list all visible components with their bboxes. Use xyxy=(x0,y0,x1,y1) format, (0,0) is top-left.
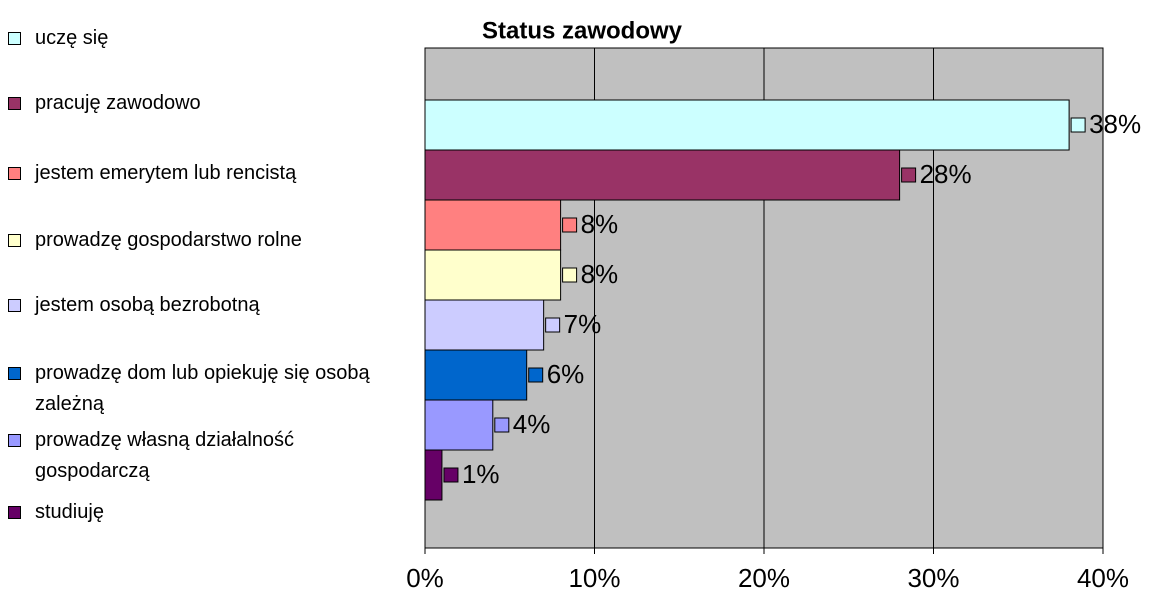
legend-item: prowadzę własną działalność gospodarczą xyxy=(8,425,378,487)
value-label: 6% xyxy=(547,359,585,389)
value-label-key xyxy=(494,417,510,433)
legend-item: jestem emerytem lub rencistą xyxy=(8,158,378,189)
value-label: 4% xyxy=(513,409,551,439)
value-label: 1% xyxy=(462,459,500,489)
bar xyxy=(424,199,562,251)
value-label-key xyxy=(901,167,917,183)
x-tick-label: 40% xyxy=(1077,563,1129,593)
value-label: 28% xyxy=(920,159,972,189)
legend-label: prowadzę dom lub opiekuję się osobą zale… xyxy=(35,362,370,415)
value-label: 7% xyxy=(564,309,602,339)
bar xyxy=(424,349,528,401)
value-label: 8% xyxy=(581,209,619,239)
x-tick-label: 10% xyxy=(568,563,620,593)
legend-item: uczę się xyxy=(8,23,378,54)
legend-swatch xyxy=(8,32,21,45)
legend-item: studiuję xyxy=(8,497,378,528)
value-label: 8% xyxy=(581,259,619,289)
legend-item: jestem osobą bezrobotną xyxy=(8,290,378,321)
legend-label: uczę się xyxy=(35,27,109,49)
legend-label: pracuję zawodowo xyxy=(35,92,201,114)
legend-swatch xyxy=(8,167,21,180)
legend-label: prowadzę własną działalność gospodarczą xyxy=(35,429,295,482)
x-tick-label: 20% xyxy=(738,563,790,593)
bar xyxy=(424,249,562,301)
legend-swatch xyxy=(8,434,21,447)
value-label-key xyxy=(528,367,544,383)
legend-label: studiuję xyxy=(35,501,104,523)
value-label-key xyxy=(443,467,459,483)
bar xyxy=(424,149,901,201)
value-label-key xyxy=(562,217,578,233)
bar xyxy=(424,299,545,351)
legend-item: prowadzę dom lub opiekuję się osobą zale… xyxy=(8,358,378,420)
chart-title: Status zawodowy xyxy=(482,17,683,44)
legend-swatch xyxy=(8,234,21,247)
value-label-key xyxy=(1070,117,1086,133)
legend-label: jestem emerytem lub rencistą xyxy=(35,162,297,184)
value-label-key xyxy=(562,267,578,283)
bar xyxy=(424,99,1070,151)
x-tick-label: 0% xyxy=(406,563,444,593)
bar xyxy=(424,399,494,451)
value-label-key xyxy=(545,317,561,333)
legend-swatch xyxy=(8,97,21,110)
legend-swatch xyxy=(8,299,21,312)
bar xyxy=(424,449,443,501)
legend-swatch xyxy=(8,506,21,519)
legend-swatch xyxy=(8,367,21,380)
legend-item: pracuję zawodowo xyxy=(8,88,378,119)
legend-item: prowadzę gospodarstwo rolne xyxy=(8,225,378,256)
legend-label: prowadzę gospodarstwo rolne xyxy=(35,229,302,251)
value-label: 38% xyxy=(1089,109,1141,139)
legend-label: jestem osobą bezrobotną xyxy=(35,294,260,316)
x-tick-label: 30% xyxy=(907,563,959,593)
